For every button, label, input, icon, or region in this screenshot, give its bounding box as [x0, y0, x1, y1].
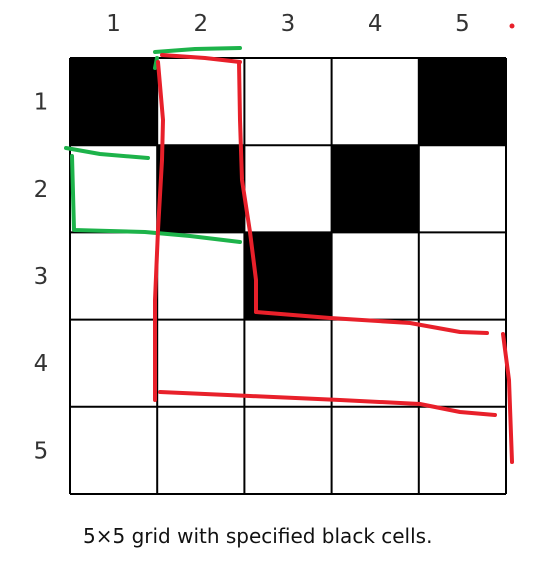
- red-stroke-top: [160, 53, 242, 64]
- red-stroke-col2-left: [153, 60, 165, 402]
- caption: 5×5 grid with specified black cells.: [83, 524, 433, 548]
- column-label-3: 3: [281, 11, 296, 37]
- black-cell-r2-c2: [157, 145, 245, 233]
- green-stroke-top: [153, 46, 242, 54]
- column-label-5: 5: [455, 11, 470, 37]
- red-stroke-right: [501, 332, 514, 464]
- black-cell-r1-c1: [70, 58, 158, 146]
- column-labels: 1 2 3 4 5: [106, 11, 469, 37]
- red-stroke-row4-bottom: [158, 390, 497, 417]
- red-stroke-row3-bottom: [254, 310, 489, 335]
- row-label-5: 5: [34, 438, 49, 464]
- red-stroke-col2-right: [237, 60, 258, 314]
- column-label-4: 4: [368, 11, 383, 37]
- black-cell-r2-c4: [331, 145, 419, 233]
- column-label-1: 1: [106, 11, 121, 37]
- black-cell-r3-c3: [244, 232, 332, 320]
- red-dot: [509, 23, 515, 29]
- green-stroke-cell: [64, 146, 242, 244]
- red-annotation-strokes: [153, 23, 515, 464]
- green-stroke-left-top: [153, 56, 159, 70]
- green-annotation-strokes: [64, 46, 242, 244]
- black-cell-r1-c5: [418, 58, 506, 146]
- row-label-4: 4: [34, 351, 49, 377]
- row-labels: 1 2 3 4 5: [34, 90, 49, 465]
- row-label-3: 3: [34, 264, 49, 290]
- column-label-2: 2: [193, 11, 208, 37]
- grid-cells: [70, 58, 506, 320]
- row-label-2: 2: [34, 177, 49, 203]
- row-label-1: 1: [34, 90, 49, 116]
